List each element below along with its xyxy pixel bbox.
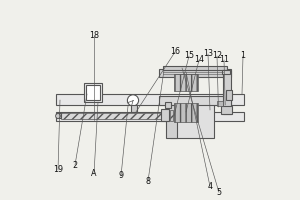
Text: 11: 11 xyxy=(219,55,229,64)
Bar xyxy=(226,90,232,100)
Text: 12: 12 xyxy=(212,51,222,60)
Text: 1: 1 xyxy=(241,51,245,60)
Bar xyxy=(161,109,169,121)
Bar xyxy=(56,112,244,121)
Bar xyxy=(174,74,198,91)
Bar xyxy=(159,69,231,77)
Text: 18: 18 xyxy=(89,31,99,40)
Bar xyxy=(84,83,102,102)
Bar xyxy=(86,85,100,100)
Text: 15: 15 xyxy=(184,51,194,60)
Text: A: A xyxy=(91,170,97,178)
Bar xyxy=(159,96,231,105)
Bar xyxy=(163,66,227,70)
Text: 16: 16 xyxy=(170,47,180,56)
Text: 2: 2 xyxy=(72,160,78,170)
Bar xyxy=(56,113,61,118)
Bar xyxy=(169,110,172,121)
Bar xyxy=(221,106,232,114)
Circle shape xyxy=(56,114,60,118)
Text: 5: 5 xyxy=(216,188,222,197)
Text: 8: 8 xyxy=(146,176,151,186)
Text: 14: 14 xyxy=(194,55,204,64)
Bar xyxy=(223,70,231,114)
Text: 13: 13 xyxy=(203,49,213,58)
Bar xyxy=(166,103,177,138)
Bar xyxy=(170,103,214,138)
Circle shape xyxy=(128,95,139,106)
Bar xyxy=(174,103,198,122)
Text: 4: 4 xyxy=(208,182,212,191)
Bar xyxy=(61,113,161,119)
Bar xyxy=(56,94,244,105)
Text: 19: 19 xyxy=(53,166,63,174)
Bar xyxy=(222,70,230,74)
Text: 9: 9 xyxy=(118,171,124,180)
Bar xyxy=(165,102,171,108)
Bar xyxy=(217,101,224,106)
Bar xyxy=(131,105,137,112)
